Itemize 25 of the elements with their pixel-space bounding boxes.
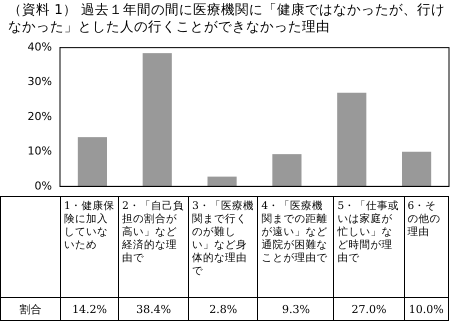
- bar: [272, 154, 302, 186]
- y-tick-label: 30%: [28, 75, 52, 88]
- y-tick-label: 40%: [28, 40, 52, 54]
- x-tick-label: 5・「仕事或いは家庭が忙しい」など時間が理由で: [336, 199, 400, 265]
- bar: [402, 152, 432, 186]
- data-label: 10.0%: [404, 298, 448, 320]
- data-label: 14.2%: [60, 298, 119, 320]
- data-label: 38.4%: [118, 298, 189, 320]
- y-tick-label: 0%: [34, 179, 52, 192]
- bar: [207, 176, 237, 186]
- x-tick-label: 6・その他の理由: [406, 199, 442, 239]
- bar: [142, 53, 172, 186]
- data-label: 9.3%: [258, 298, 334, 320]
- text: 割合: [0, 298, 60, 320]
- x-tick-label: 4・「医療機関までの距離が遠い」など通院が困難なことが理由で: [260, 199, 328, 265]
- y-tick-label: 20%: [28, 110, 52, 123]
- x-tick-label: 2・「自己負担の割合が高い」など経済的な理由で: [121, 199, 185, 265]
- x-tick-label: 1・健康保険に加入していないため: [63, 199, 116, 252]
- y-tick-label: 10%: [28, 144, 52, 158]
- data-label: 2.8%: [188, 298, 258, 320]
- bar: [78, 137, 108, 186]
- data-label: 27.0%: [334, 298, 404, 320]
- x-tick-label: 3・「医療機関まで行くのが難しい」など身体的な理由で: [191, 199, 255, 278]
- chart-title: （資料 1） 過去１年間の間に医療機関に「健康ではなかったが、行けなかった」とした人の行くことができなかった理由: [7, 1, 446, 37]
- bar: [337, 92, 366, 186]
